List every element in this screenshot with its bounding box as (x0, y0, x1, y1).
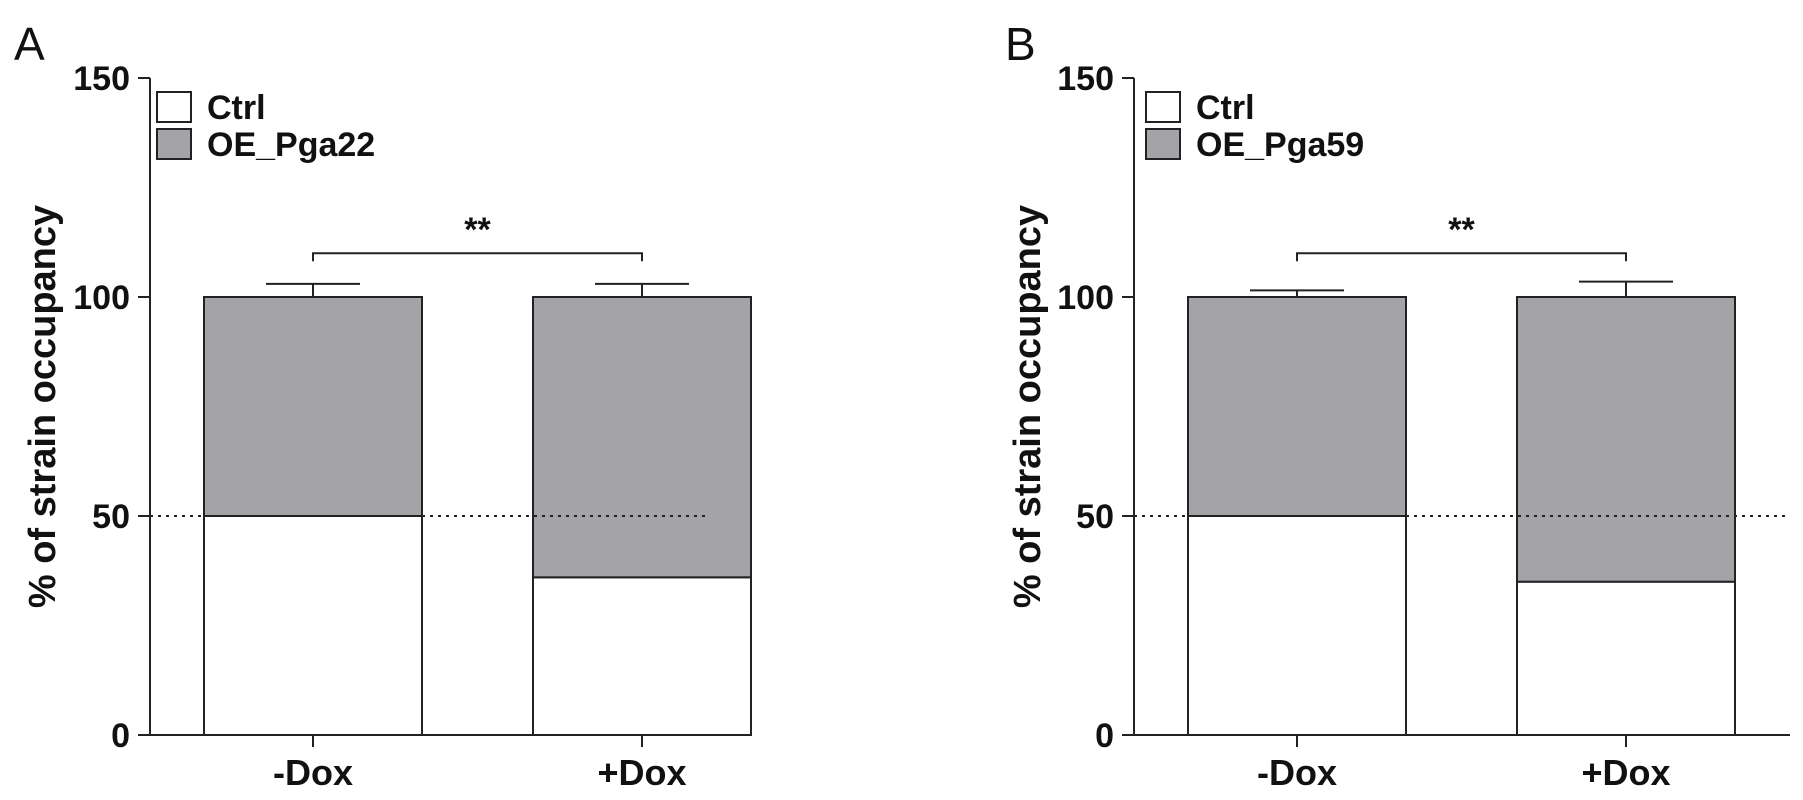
bar-ctrl-minus-dox (1187, 515, 1407, 736)
y-tick-label: 50 (1076, 498, 1114, 536)
significance-bracket (312, 252, 643, 262)
legend-label: OE_Pga22 (207, 126, 375, 164)
bar-oe-pga59-minus-dox (1187, 296, 1407, 517)
y-axis-title: % of strain occupancy (1007, 205, 1049, 608)
legend-label: Ctrl (1196, 89, 1255, 127)
legend-swatch (156, 91, 192, 123)
legend-label: Ctrl (207, 89, 266, 127)
y-tick-label: 100 (1057, 279, 1114, 317)
y-tick-label: 150 (73, 60, 130, 98)
significance-bracket (1296, 252, 1627, 262)
bar-oe-pga22-plus-dox (532, 296, 752, 579)
x-tick-label: -Dox (1257, 752, 1337, 793)
y-axis-title: % of strain occupancy (22, 205, 64, 608)
significance-label: ** (464, 211, 491, 249)
y-tick-label: 100 (73, 279, 130, 317)
legend-swatch (1145, 91, 1181, 123)
panel-b: B % of strain occupancy 0 50 100 150 -Dox +Dox *… (1005, 18, 1790, 793)
bar-ctrl-minus-dox (203, 515, 423, 736)
y-tick-label: 150 (1057, 60, 1114, 98)
legend-swatch (156, 128, 192, 160)
x-tick-label: +Dox (597, 752, 686, 793)
y-tick-label: 50 (92, 498, 130, 536)
panel-a: A % of strain occupancy 0 50 100 150 -Dox +Dox *… (14, 18, 752, 793)
y-tick-label: 0 (1095, 717, 1114, 755)
panel-label: B (1005, 18, 1036, 70)
significance-label: ** (1448, 211, 1475, 249)
legend-label: OE_Pga59 (1196, 126, 1364, 164)
bar-ctrl-plus-dox (532, 576, 752, 736)
panel-label: A (14, 18, 45, 70)
x-tick-label: -Dox (273, 752, 353, 793)
bar-ctrl-plus-dox (1516, 580, 1736, 737)
bar-oe-pga22-minus-dox (203, 296, 423, 517)
x-tick-label: +Dox (1581, 752, 1670, 793)
legend-swatch (1145, 128, 1181, 160)
y-tick-label: 0 (111, 717, 130, 755)
bar-oe-pga59-plus-dox (1516, 296, 1736, 583)
